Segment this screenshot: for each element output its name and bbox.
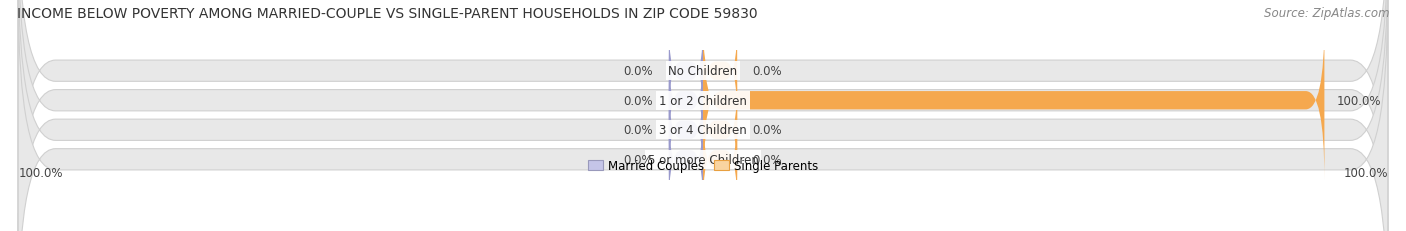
- Text: Source: ZipAtlas.com: Source: ZipAtlas.com: [1264, 7, 1389, 20]
- FancyBboxPatch shape: [703, 81, 737, 180]
- FancyBboxPatch shape: [669, 51, 703, 150]
- Text: 0.0%: 0.0%: [624, 124, 654, 137]
- Text: 1 or 2 Children: 1 or 2 Children: [659, 94, 747, 107]
- FancyBboxPatch shape: [669, 22, 703, 121]
- Text: 100.0%: 100.0%: [18, 167, 63, 179]
- Text: 3 or 4 Children: 3 or 4 Children: [659, 124, 747, 137]
- Text: No Children: No Children: [668, 65, 738, 78]
- Text: 5 or more Children: 5 or more Children: [648, 153, 758, 166]
- FancyBboxPatch shape: [18, 0, 1388, 231]
- FancyBboxPatch shape: [703, 22, 1324, 180]
- Text: 100.0%: 100.0%: [1337, 94, 1381, 107]
- Text: 0.0%: 0.0%: [752, 65, 782, 78]
- Text: 0.0%: 0.0%: [624, 65, 654, 78]
- FancyBboxPatch shape: [669, 110, 703, 209]
- FancyBboxPatch shape: [18, 0, 1388, 231]
- Text: 0.0%: 0.0%: [752, 124, 782, 137]
- FancyBboxPatch shape: [703, 22, 737, 121]
- Text: 100.0%: 100.0%: [1343, 167, 1388, 179]
- FancyBboxPatch shape: [18, 0, 1388, 231]
- Text: 0.0%: 0.0%: [752, 153, 782, 166]
- FancyBboxPatch shape: [18, 0, 1388, 231]
- Text: 0.0%: 0.0%: [624, 94, 654, 107]
- FancyBboxPatch shape: [669, 81, 703, 180]
- Text: INCOME BELOW POVERTY AMONG MARRIED-COUPLE VS SINGLE-PARENT HOUSEHOLDS IN ZIP COD: INCOME BELOW POVERTY AMONG MARRIED-COUPL…: [17, 7, 758, 21]
- Legend: Married Couples, Single Parents: Married Couples, Single Parents: [583, 155, 823, 177]
- Text: 0.0%: 0.0%: [624, 153, 654, 166]
- FancyBboxPatch shape: [703, 110, 737, 209]
